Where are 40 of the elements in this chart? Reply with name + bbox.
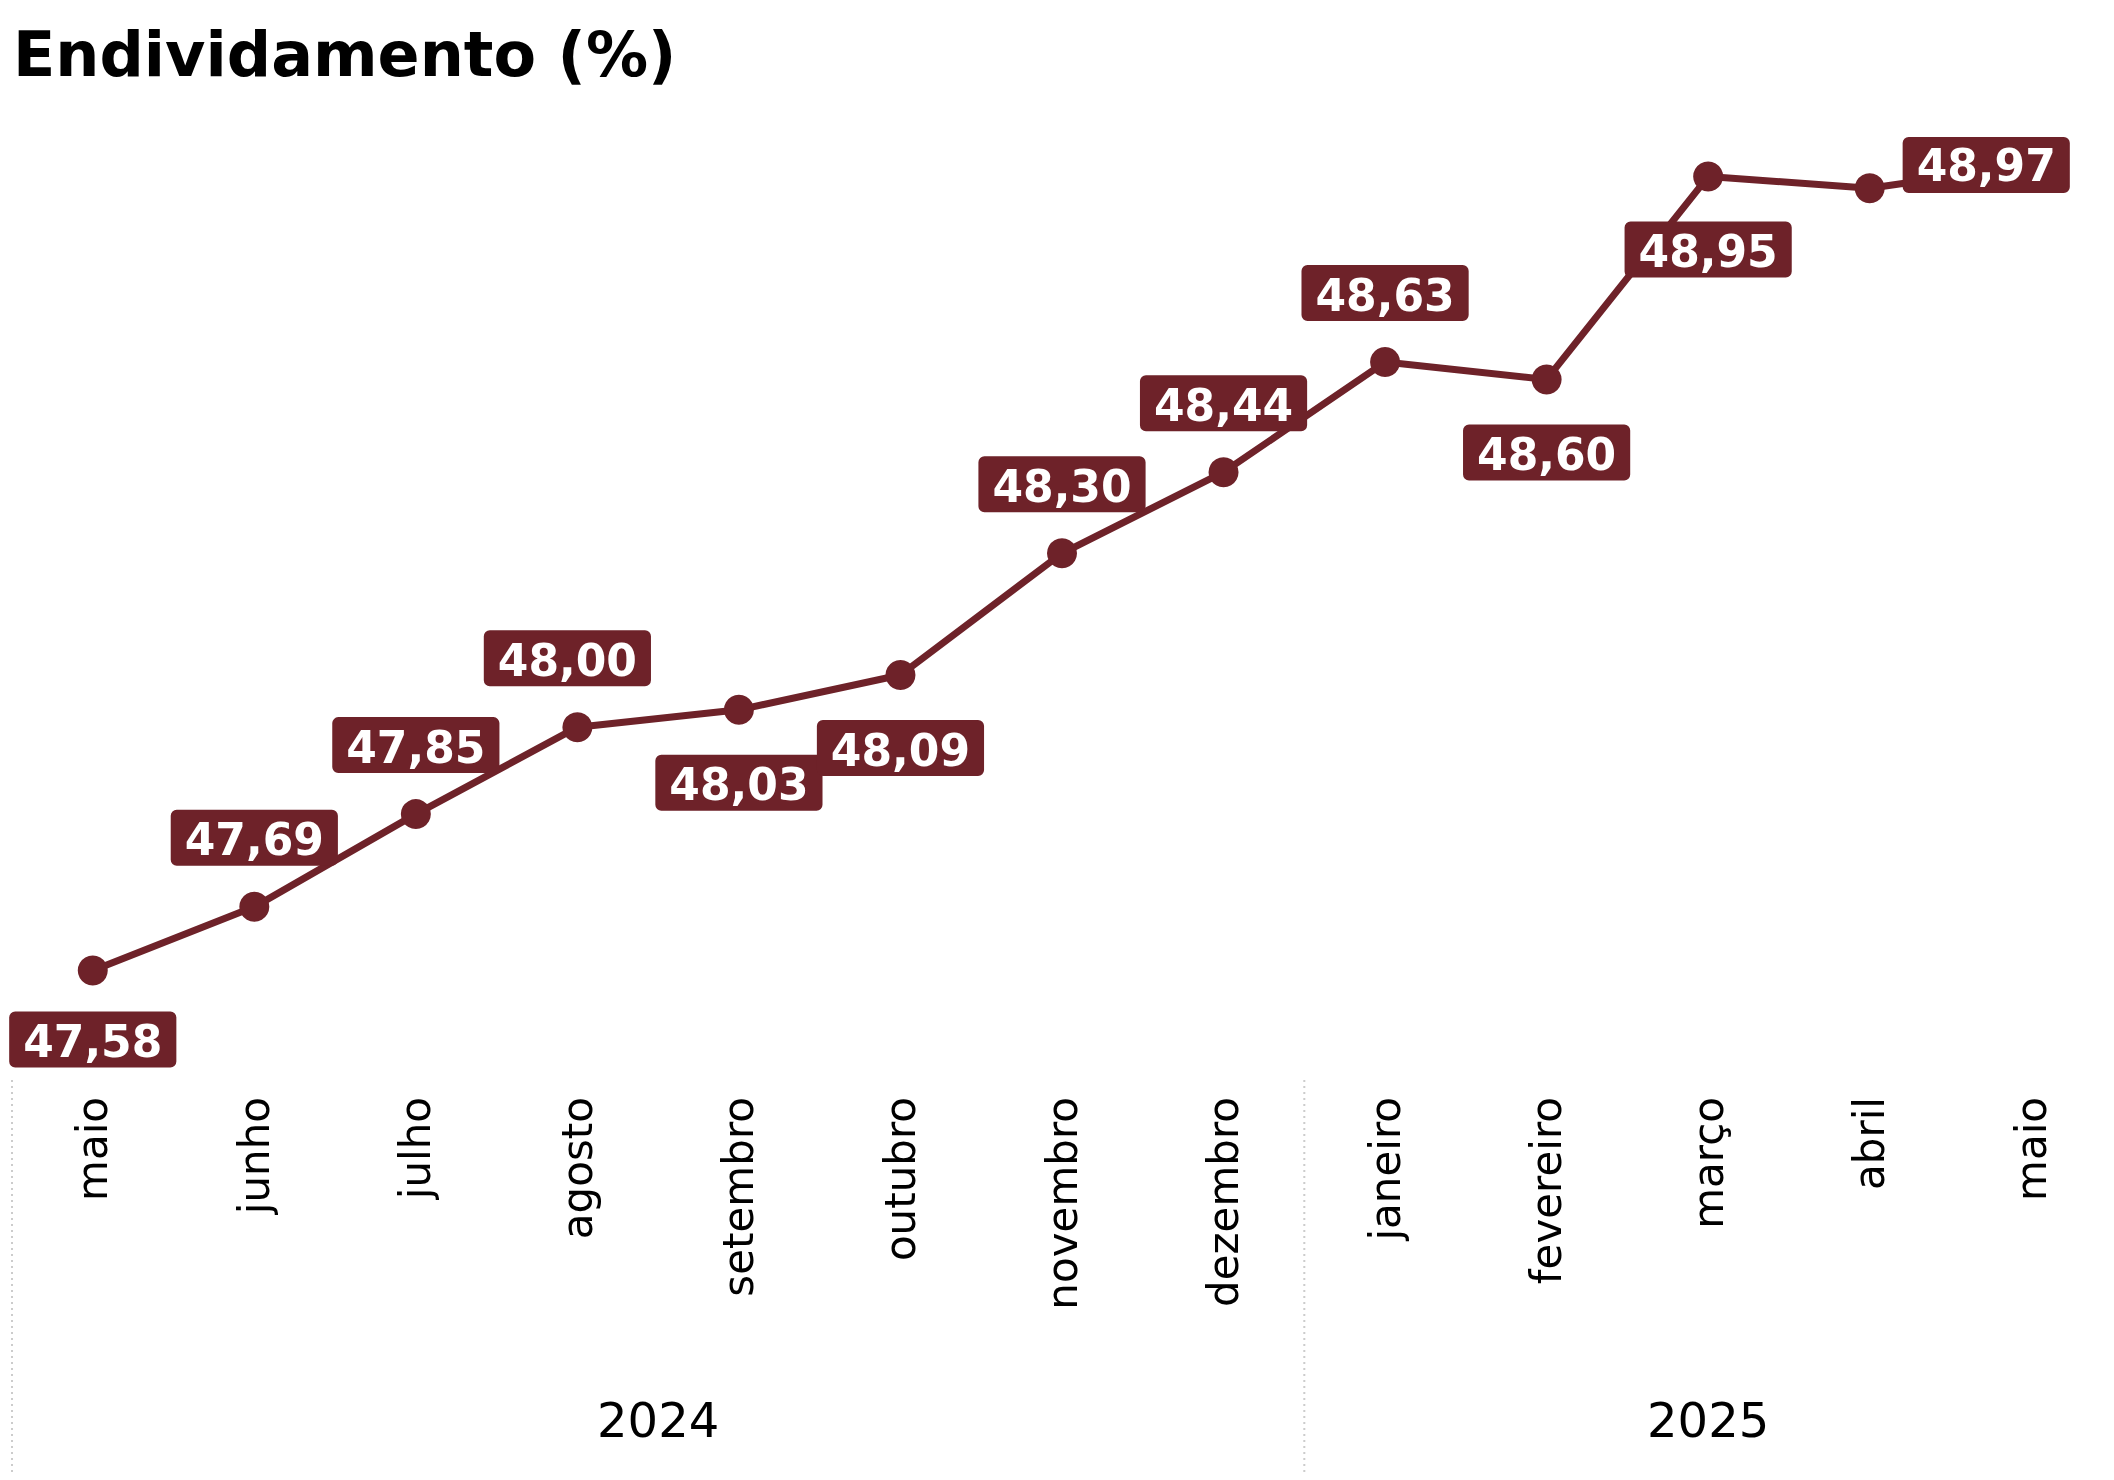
point [1693, 161, 1724, 192]
data-label: 48,03 [669, 759, 809, 811]
x-tick-label: julho [391, 1097, 441, 1201]
data-label: 48,63 [1315, 269, 1455, 321]
data-label: 48,09 [830, 724, 971, 776]
x-tick-label: dezembro [1199, 1097, 1249, 1307]
point [562, 712, 593, 743]
x-tick-label: agosto [552, 1097, 602, 1240]
data-label: 48,30 [992, 460, 1132, 512]
data-label: 47,58 [23, 1016, 163, 1068]
x-tick-label: setembro [714, 1097, 764, 1297]
data-label: 48,60 [1477, 428, 1617, 480]
point [1370, 347, 1401, 378]
point [1208, 457, 1239, 488]
data-label: 48,00 [497, 634, 637, 686]
data-label: 48,44 [1153, 379, 1294, 431]
x-tick-label: janeiro [1360, 1097, 1410, 1242]
data-label: 48,95 [1638, 226, 1778, 278]
x-tick-label: abril [1845, 1097, 1895, 1191]
text: 2025 [1647, 1392, 1770, 1448]
x-tick-label: novembro [1037, 1097, 1087, 1310]
point [1531, 364, 1562, 395]
point [239, 891, 270, 922]
x-tick-label: maio [68, 1097, 118, 1202]
data-label: 47,85 [346, 721, 486, 773]
point [77, 955, 108, 986]
x-tick-label: outubro [875, 1097, 925, 1262]
data-label: 47,69 [184, 814, 324, 866]
x-tick-label: fevereiro [1522, 1097, 1572, 1285]
chart-title: Endividamento (%) [13, 17, 677, 91]
point [885, 660, 916, 691]
data-label: 48,97 [1916, 139, 2056, 191]
x-tick-label: março [1683, 1097, 1733, 1229]
text: 2024 [597, 1392, 720, 1448]
point [723, 694, 754, 725]
point [1047, 538, 1077, 569]
x-tick-label: junho [229, 1097, 279, 1216]
point [1854, 173, 1885, 204]
point [400, 799, 431, 830]
x-tick-label: maio [2006, 1097, 2056, 1202]
